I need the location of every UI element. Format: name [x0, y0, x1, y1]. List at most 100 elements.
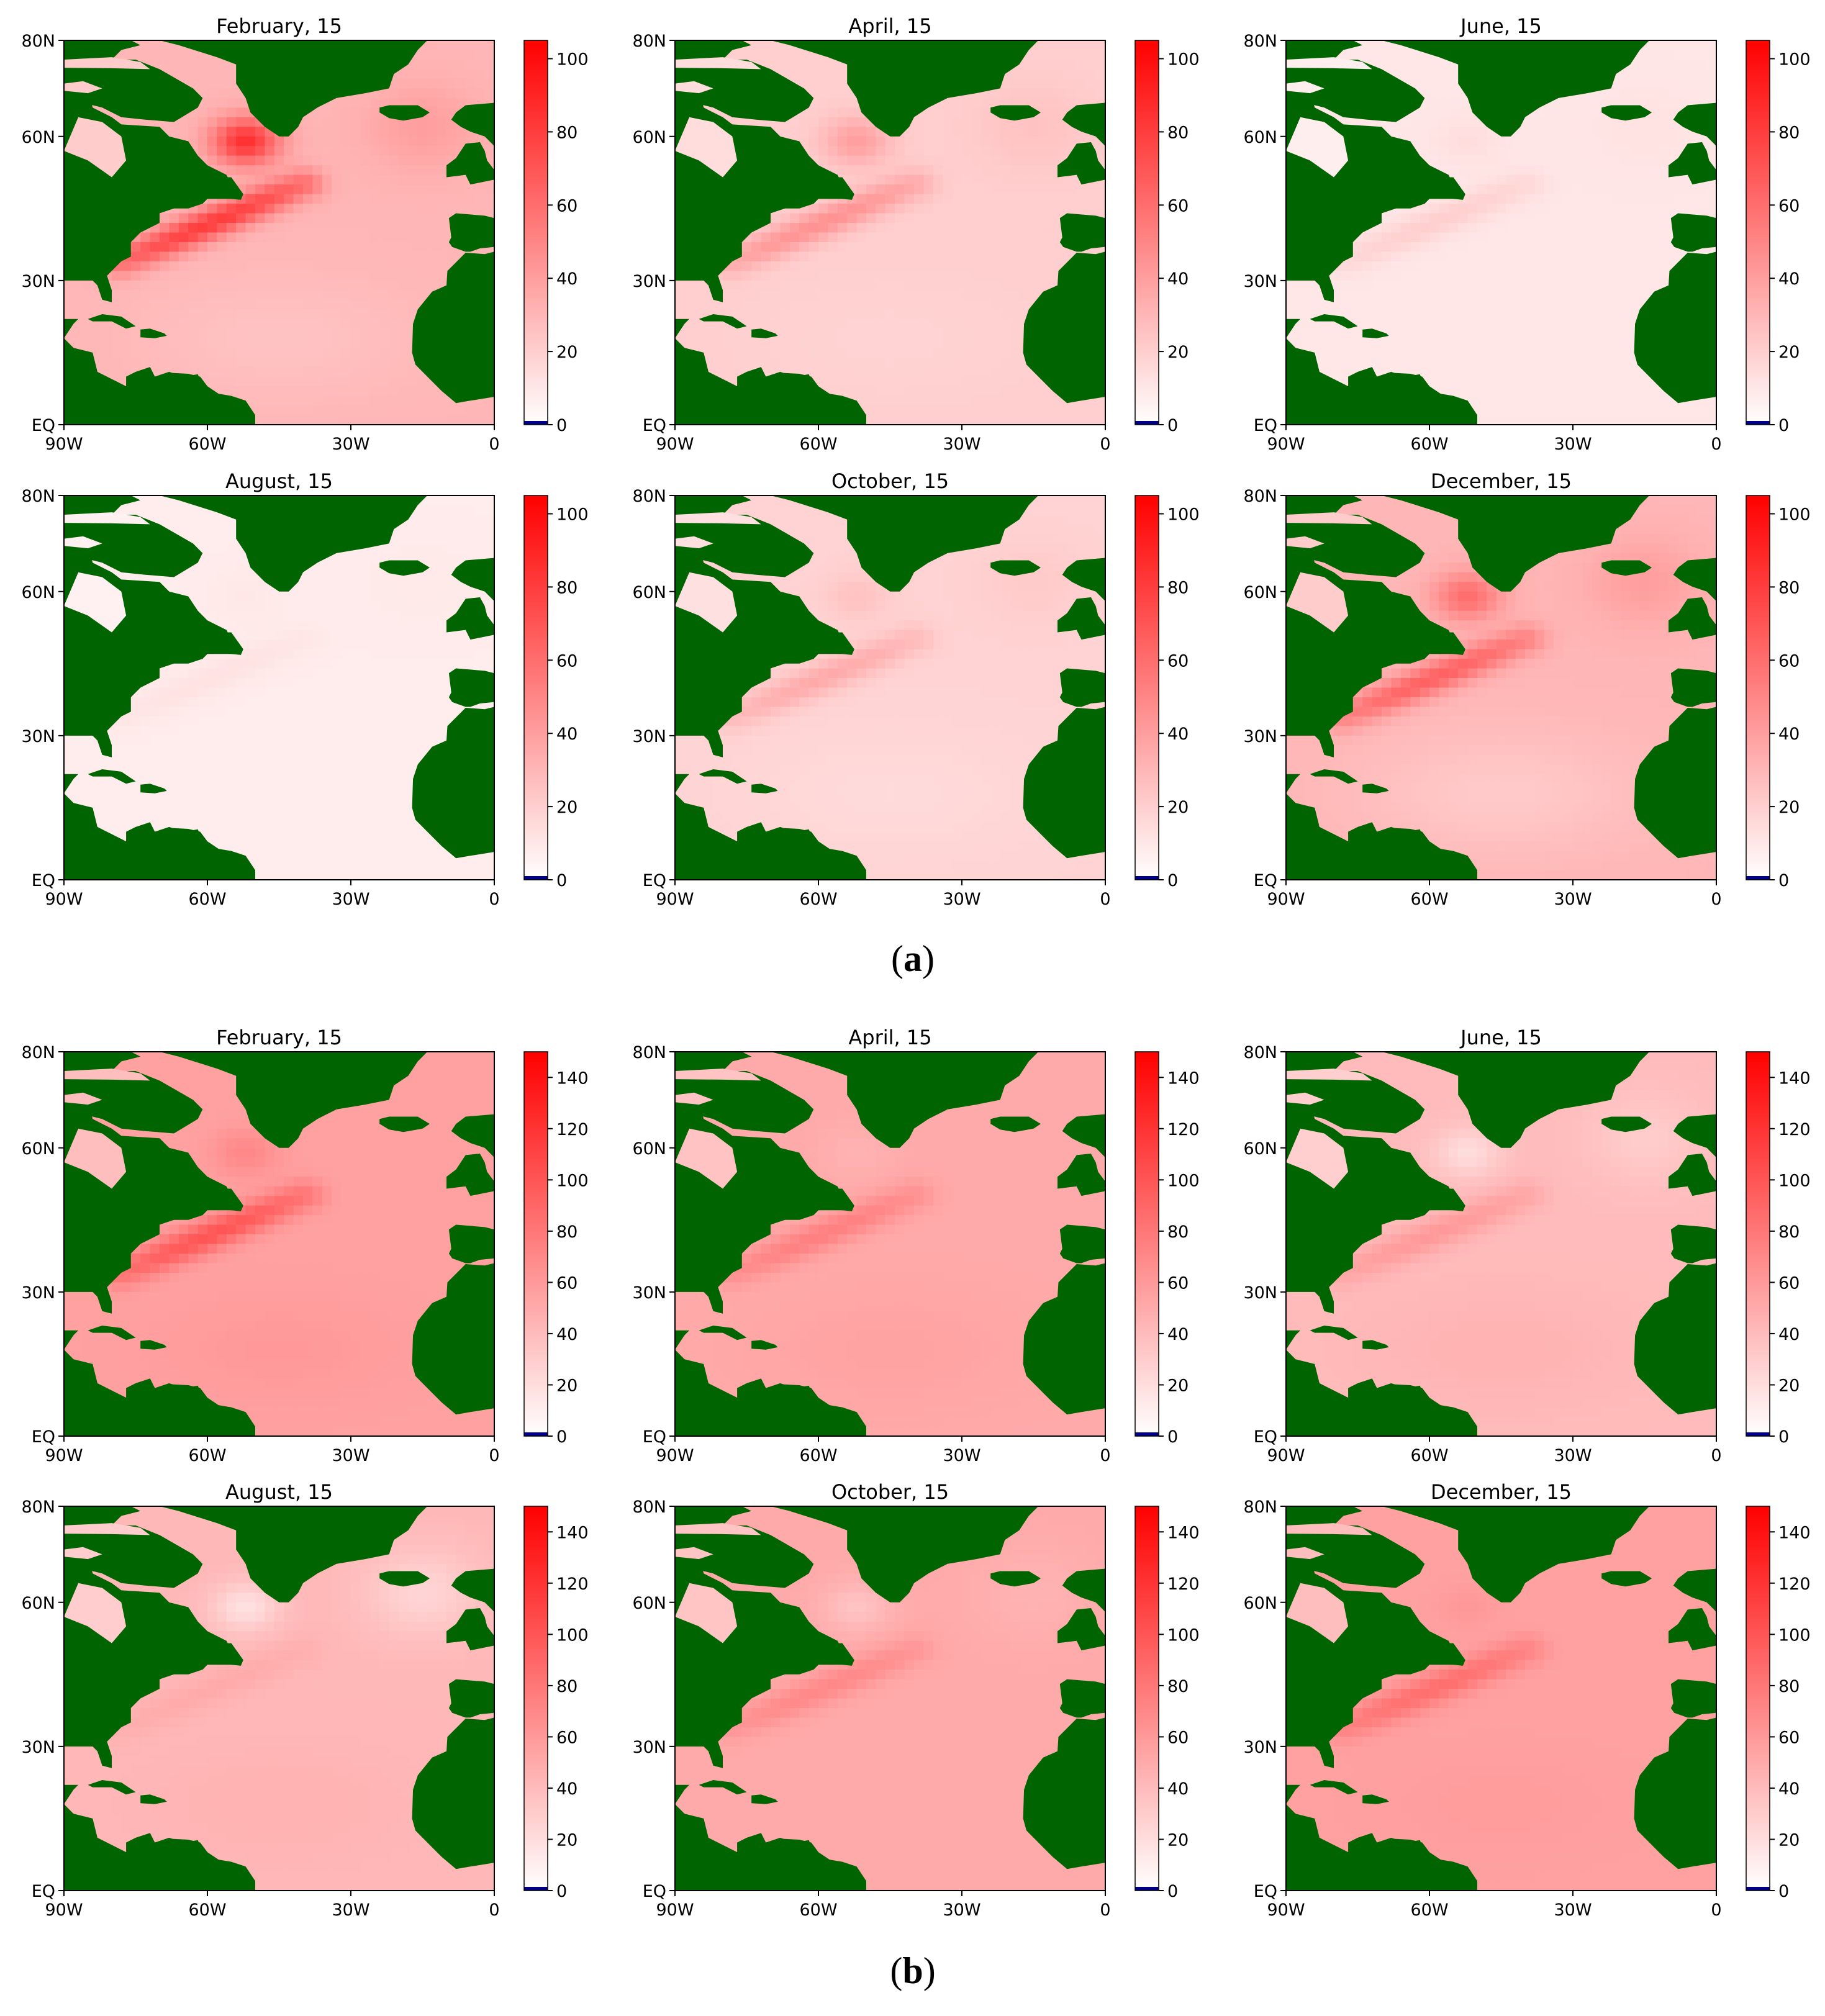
colorbar-tick-label: 20: [1778, 343, 1800, 362]
colorbar-tick-label: 0: [1778, 416, 1789, 435]
x-tick-label: 60W: [1410, 435, 1448, 454]
land-iberia-europe: [1060, 214, 1105, 252]
colorbar-tick-label: 80: [1167, 578, 1189, 597]
x-tick-label: 0: [489, 435, 499, 454]
colorbar-tick-label: 0: [556, 416, 567, 435]
land-iberia-europe: [1671, 214, 1716, 252]
y-tick-label: EQ: [1254, 871, 1277, 890]
colorbar-tick-label: 120: [1778, 1575, 1811, 1594]
y-tick-label: 60N: [21, 1139, 55, 1159]
colorbar-gradient: [524, 40, 548, 425]
colorbar-gradient: [524, 495, 548, 880]
y-tick-label: 60N: [1243, 1139, 1277, 1159]
colorbar-tick-label: 80: [1778, 1677, 1800, 1696]
land-iberia-europe: [1671, 1679, 1716, 1718]
colorbar-gradient: [1135, 1506, 1159, 1891]
colorbar-tick-label: 60: [556, 196, 577, 215]
y-tick-label: 60N: [632, 1594, 666, 1613]
colorbar-tick-label: 100: [556, 1625, 589, 1645]
land-iberia-europe: [1671, 1225, 1716, 1263]
y-tick-label: 60N: [1243, 583, 1277, 602]
colorbar-tick-label: 60: [1167, 651, 1189, 671]
x-tick-label: 30W: [1554, 890, 1592, 909]
colorbar-gradient: [1746, 495, 1770, 880]
x-tick-label: 60W: [188, 1901, 226, 1920]
y-tick-label: 30N: [632, 1283, 666, 1303]
y-tick-label: 80N: [1243, 1043, 1277, 1062]
x-tick-label: 90W: [656, 1446, 694, 1465]
colorbar-under: [1746, 1887, 1770, 1891]
map-area: [675, 1052, 1106, 1437]
colorbar-gradient: [1135, 40, 1159, 425]
x-tick-label: 90W: [1267, 435, 1305, 454]
map-area: [675, 40, 1106, 425]
colorbar-tick-label: 0: [1167, 1882, 1178, 1901]
land-iberia-europe: [1060, 1679, 1105, 1718]
colorbar-tick-label: 80: [556, 1677, 577, 1696]
y-tick-label: 80N: [21, 32, 55, 51]
y-tick-label: 80N: [632, 1498, 666, 1517]
colorbar-tick-label: 100: [1778, 1171, 1811, 1190]
colorbar-tick-label: 60: [1778, 651, 1800, 671]
colorbar-tick-label: 100: [1778, 50, 1811, 69]
land-iberia-europe: [449, 1225, 494, 1263]
colorbar-tick-label: 140: [1167, 1523, 1200, 1542]
y-tick-label: 30N: [21, 1738, 55, 1757]
x-tick-label: 0: [1100, 1446, 1110, 1465]
x-tick-label: 0: [1711, 435, 1721, 454]
colorbar-tick-label: 60: [1778, 1728, 1800, 1747]
map-area: [64, 1506, 495, 1891]
colorbar-gradient: [1135, 495, 1159, 880]
colorbar-tick-label: 100: [1778, 1625, 1811, 1645]
y-tick-label: 60N: [1243, 128, 1277, 147]
colorbar-tick-label: 60: [556, 1273, 577, 1293]
colorbar-tick-label: 20: [1778, 1830, 1800, 1850]
x-tick-label: 60W: [1410, 1901, 1448, 1920]
y-tick-label: EQ: [32, 416, 55, 435]
panel-title: June, 15: [1459, 1026, 1542, 1049]
map-area: [1286, 495, 1717, 880]
y-tick-label: EQ: [1254, 1882, 1277, 1901]
y-tick-label: 30N: [21, 727, 55, 746]
colorbar-tick-label: 80: [1167, 123, 1189, 142]
colorbar-tick-label: 0: [1167, 1427, 1178, 1447]
colorbar-tick-label: 20: [1778, 798, 1800, 817]
colorbar-tick-label: 0: [556, 1882, 567, 1901]
colorbar-tick-label: 0: [1167, 871, 1178, 890]
y-tick-label: 80N: [1243, 487, 1277, 506]
x-tick-label: 30W: [943, 1901, 980, 1920]
y-tick-label: 80N: [21, 1498, 55, 1517]
land-iberia-europe: [1060, 669, 1105, 707]
colorbar-tick-label: 140: [1778, 1523, 1811, 1542]
colorbar-tick-label: 0: [1778, 1427, 1789, 1447]
colorbar-tick-label: 140: [1167, 1069, 1200, 1088]
colorbar-tick-label: 40: [1167, 1779, 1189, 1799]
x-tick-label: 90W: [1267, 890, 1305, 909]
y-tick-label: 30N: [1243, 727, 1277, 746]
colorbar-tick-label: 40: [1167, 725, 1189, 744]
colorbar-tick-label: 20: [1167, 343, 1189, 362]
y-tick-label: 60N: [21, 1594, 55, 1613]
colorbar-tick-label: 80: [556, 1223, 577, 1242]
colorbar-gradient: [1135, 1052, 1159, 1436]
colorbar-under: [1135, 1432, 1159, 1436]
x-tick-label: 30W: [332, 890, 369, 909]
x-tick-label: 0: [489, 890, 499, 909]
colorbar-tick-label: 120: [556, 1575, 589, 1594]
colorbar-tick-label: 20: [1778, 1376, 1800, 1395]
colorbar-tick-label: 20: [556, 343, 577, 362]
land-iberia-europe: [449, 214, 494, 252]
